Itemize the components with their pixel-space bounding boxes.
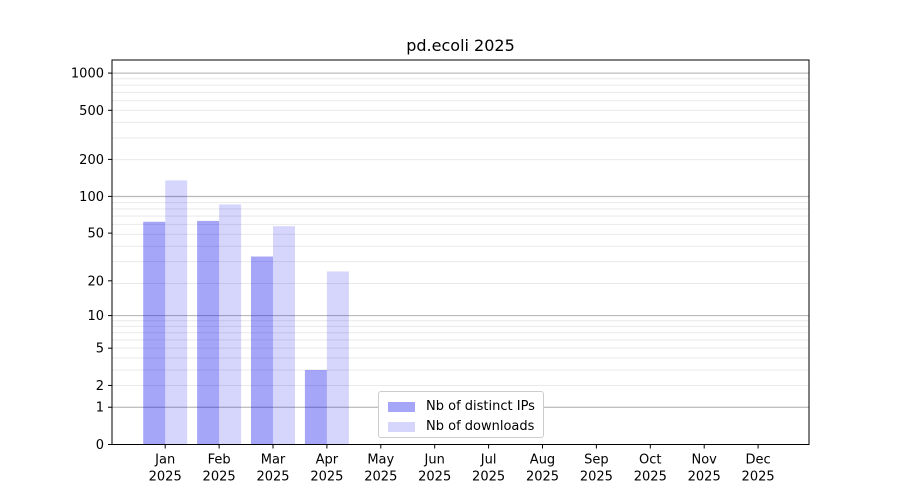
x-tick-label-month: Nov [692, 453, 718, 468]
y-tick-label: 200 [79, 153, 104, 168]
bar-mar-downloads [273, 226, 295, 445]
legend-label-downloads: Nb of downloads [426, 419, 535, 434]
x-tick-label-month: Feb [208, 453, 231, 468]
x-tick-label-year: 2025 [472, 470, 505, 485]
bar-mar-distinct-ips [251, 256, 273, 445]
x-tick-label-year: 2025 [688, 470, 721, 485]
legend-item-distinct-ips: Nb of distinct IPs [388, 397, 543, 417]
x-tick-label-month: Jun [424, 453, 445, 468]
x-tick-label-month: Apr [316, 453, 339, 468]
x-tick-label-year: 2025 [364, 470, 397, 485]
x-tick-label-month: May [367, 453, 394, 468]
x-tick-label-year: 2025 [634, 470, 667, 485]
y-tick-label: 1 [96, 401, 104, 416]
axes-border [111, 59, 810, 445]
x-tick-label-month: Mar [261, 453, 286, 468]
y-tick-label: 5 [96, 342, 104, 357]
y-tick-label: 50 [87, 227, 104, 242]
x-tick-label-year: 2025 [580, 470, 613, 485]
x-tick-label-year: 2025 [256, 470, 289, 485]
chart-title: pd.ecoli 2025 [406, 36, 515, 55]
x-tick-label-month: Jul [480, 453, 497, 468]
x-tick-label-year: 2025 [203, 470, 236, 485]
bar-apr-distinct-ips [304, 369, 327, 445]
x-tick-label-year: 2025 [149, 470, 182, 485]
bar-feb-downloads [219, 204, 242, 445]
y-tick-label: 2 [96, 379, 104, 394]
legend-swatch-downloads [388, 422, 415, 432]
x-tick-label-year: 2025 [310, 470, 343, 485]
bar-feb-distinct-ips [197, 220, 220, 445]
legend-swatch-distinct-ips [388, 402, 415, 412]
legend: Nb of distinct IPs Nb of downloads [378, 391, 544, 438]
x-tick-label-month: Jan [154, 453, 175, 468]
legend-label-distinct-ips: Nb of distinct IPs [426, 399, 535, 414]
x-tick-label-month: Oct [639, 453, 661, 468]
bar-jan-distinct-ips [143, 221, 166, 445]
y-tick-label: 1000 [71, 67, 104, 82]
y-tick-label: 100 [79, 190, 104, 205]
x-tick-label-month: Sep [584, 453, 609, 468]
x-tick-label-year: 2025 [418, 470, 451, 485]
x-tick-label-year: 2025 [742, 470, 775, 485]
y-tick-label: 20 [87, 274, 104, 289]
y-tick-label: 0 [96, 438, 104, 453]
bar-apr-downloads [326, 271, 349, 445]
legend-item-downloads: Nb of downloads [388, 417, 543, 437]
y-tick-label: 10 [87, 309, 104, 324]
x-tick-label-month: Dec [746, 453, 771, 468]
x-tick-label-year: 2025 [526, 470, 559, 485]
x-tick-label-month: Aug [530, 453, 555, 468]
y-tick-label: 500 [79, 104, 104, 119]
bar-jan-downloads [165, 180, 188, 445]
